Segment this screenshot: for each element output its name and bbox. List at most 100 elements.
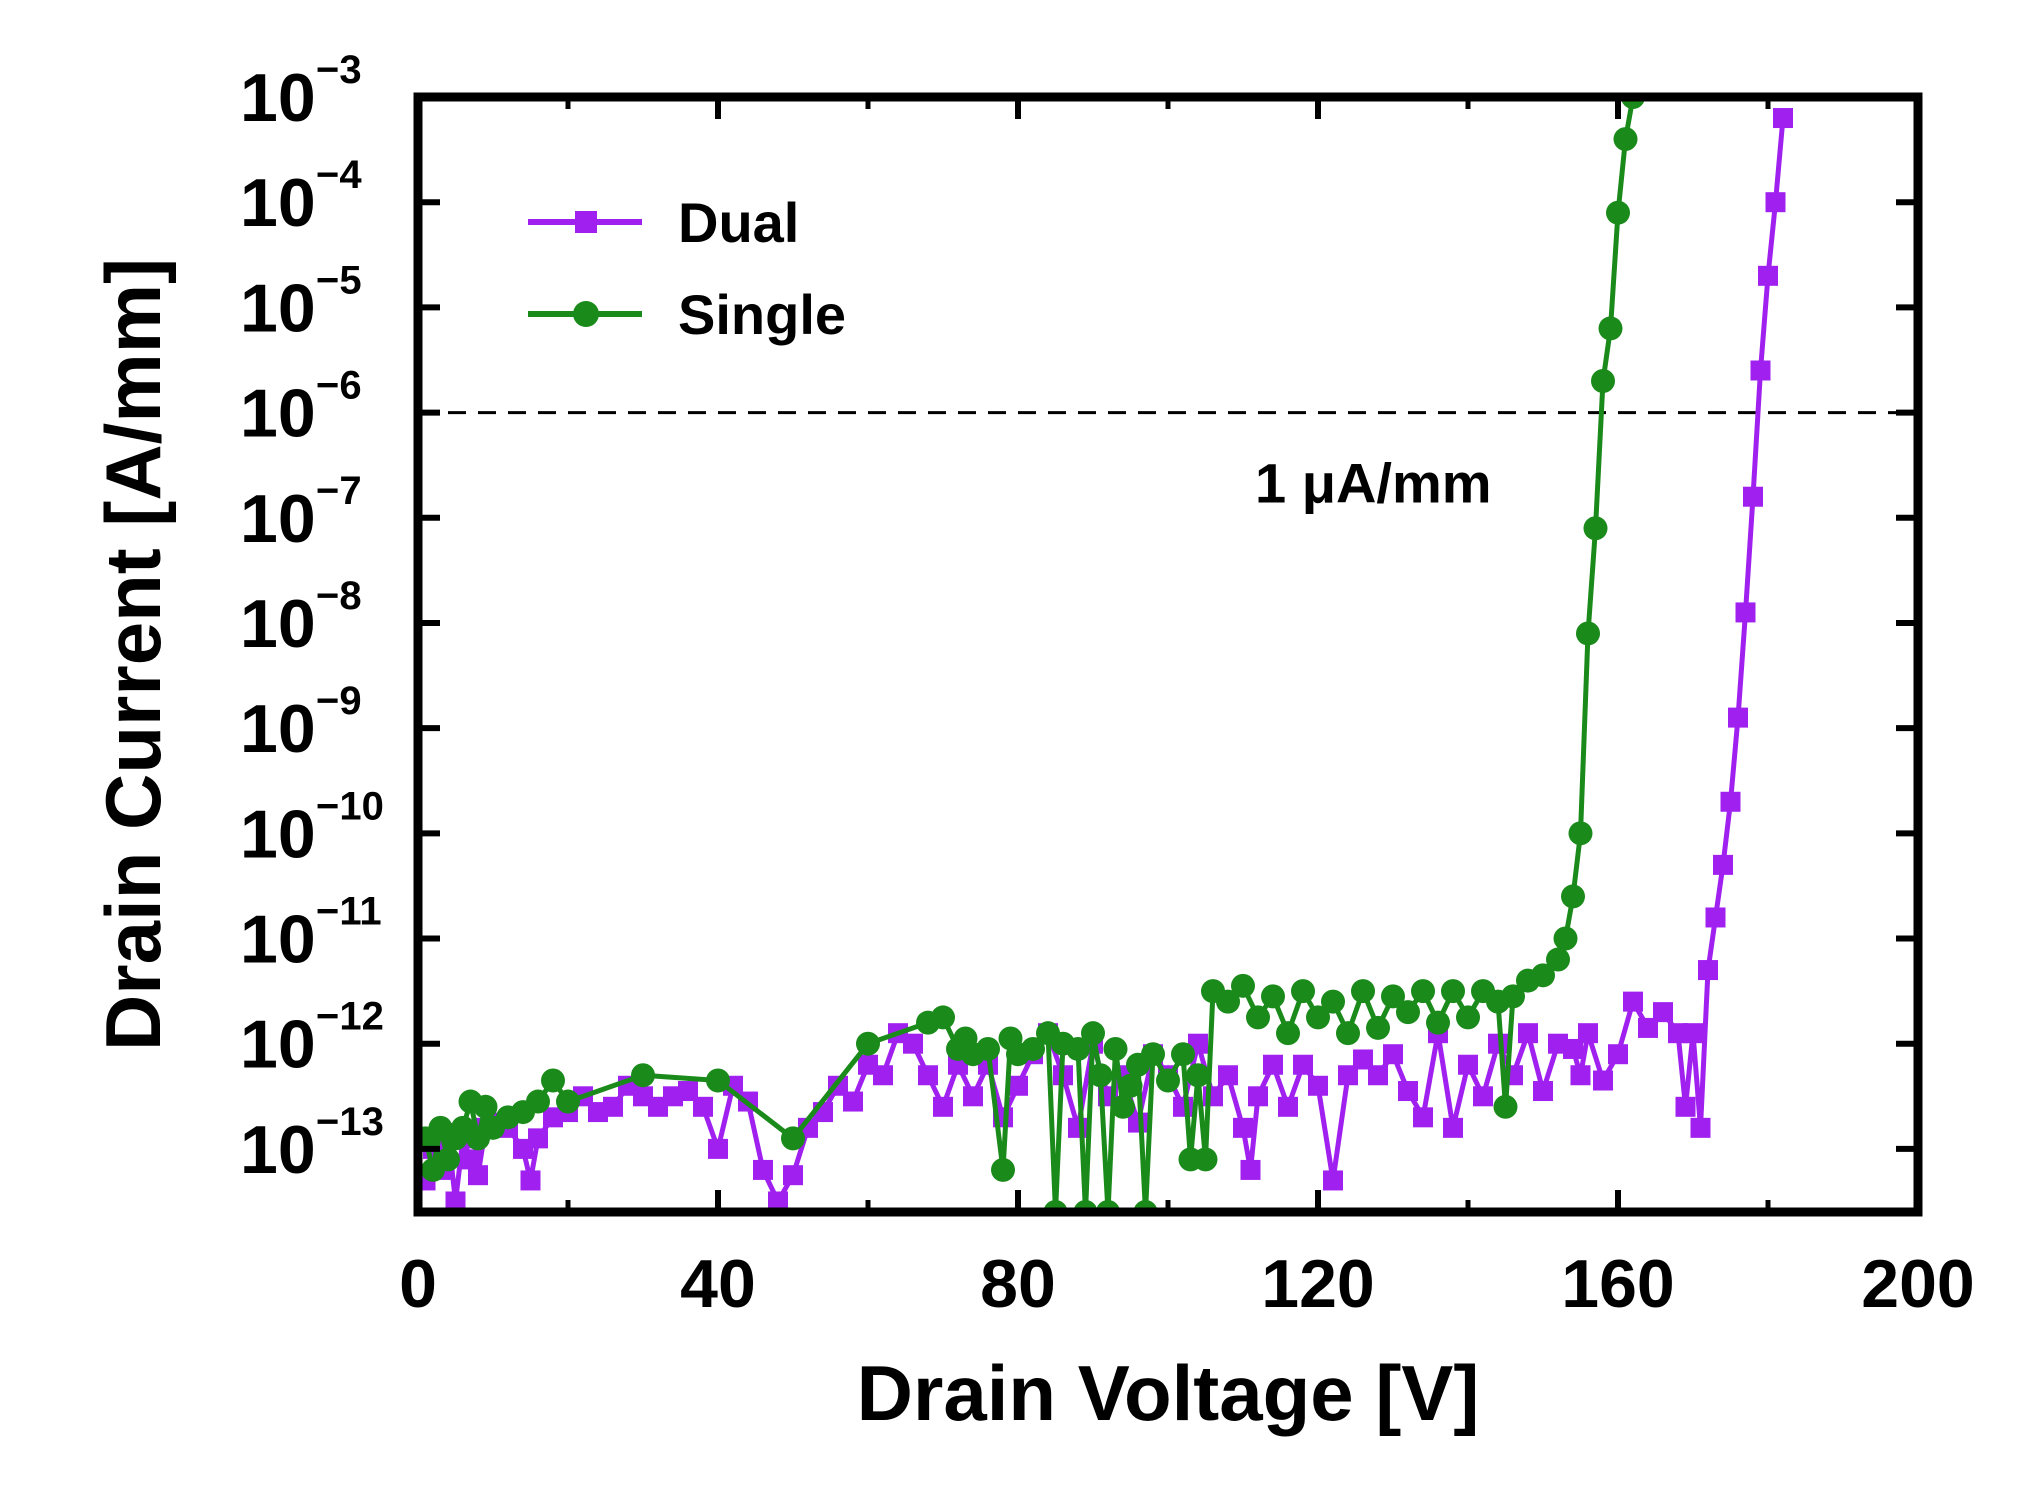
series-single	[418, 97, 1645, 1212]
data-point-dual	[1008, 1075, 1028, 1096]
data-point-dual	[1593, 1070, 1613, 1091]
data-point-single	[1493, 1094, 1518, 1119]
data-point-dual	[873, 1065, 893, 1086]
legend-marker-single	[573, 301, 599, 327]
data-point-single	[1118, 1073, 1143, 1098]
y-tick-label-exponent: −5	[316, 258, 362, 302]
data-point-dual	[1735, 602, 1756, 623]
data-point-dual	[1338, 1065, 1358, 1086]
data-point-dual	[445, 1191, 466, 1212]
data-point-dual	[1473, 1086, 1493, 1107]
data-point-single	[1103, 1036, 1128, 1061]
data-point-dual	[1758, 265, 1778, 286]
data-point-single	[1351, 979, 1375, 1004]
data-point-single	[436, 1147, 460, 1172]
data-point-dual	[1570, 1065, 1591, 1086]
x-tick-label: 80	[980, 1246, 1056, 1322]
legend: Dual Single	[528, 191, 846, 346]
data-point-single	[526, 1089, 550, 1114]
data-point-single	[1501, 984, 1525, 1009]
data-point-dual	[468, 1165, 488, 1186]
y-tick-label-exponent: −12	[316, 995, 384, 1039]
y-axis-title: Drain Current [A/mm]	[89, 258, 177, 1051]
legend-item-single: Single	[528, 283, 846, 346]
data-point-dual	[1563, 1038, 1583, 1059]
y-tick-label-base: 10	[240, 1112, 316, 1188]
data-point-single	[856, 1031, 880, 1056]
data-point-single	[931, 1005, 955, 1030]
y-tick-label-base: 10	[240, 376, 316, 452]
y-tick-label-exponent: −3	[316, 48, 362, 92]
data-point-single	[781, 1126, 805, 1151]
data-point-single	[1613, 127, 1638, 152]
data-point-dual	[1068, 1117, 1088, 1138]
data-point-single	[1411, 979, 1435, 1004]
y-tick-label-base: 10	[240, 796, 316, 872]
data-point-dual	[1458, 1054, 1478, 1075]
data-point-dual	[693, 1096, 713, 1117]
y-tick-label-base: 10	[240, 481, 316, 557]
data-point-single	[1246, 1005, 1270, 1030]
data-point-dual	[1698, 960, 1718, 981]
data-point-single	[1591, 369, 1615, 394]
legend-label-dual: Dual	[678, 191, 799, 254]
data-point-single	[1606, 200, 1630, 225]
x-tick-label: 40	[680, 1246, 756, 1322]
data-point-single	[1598, 316, 1623, 341]
data-point-dual	[1240, 1159, 1261, 1180]
data-point-dual	[1773, 108, 1793, 129]
data-point-single	[1193, 1147, 1218, 1172]
data-point-dual	[1623, 991, 1643, 1012]
data-point-dual	[1765, 192, 1786, 213]
data-point-dual	[1308, 1075, 1328, 1096]
data-point-single	[1186, 1063, 1210, 1088]
y-tick-label-exponent: −4	[316, 153, 362, 197]
reference-line-label: 1 μA/mm	[1255, 452, 1492, 515]
data-point-dual	[1173, 1096, 1193, 1117]
data-point-single	[1366, 1015, 1390, 1040]
data-point-single	[1546, 947, 1570, 972]
data-point-dual	[1248, 1086, 1268, 1107]
x-axis-title: Drain Voltage [V]	[857, 1349, 1480, 1437]
data-point-dual	[1293, 1054, 1313, 1075]
data-point-dual	[1353, 1049, 1373, 1070]
data-point-single	[1531, 963, 1555, 988]
data-point-single	[1553, 926, 1578, 951]
data-point-single	[1021, 1036, 1045, 1061]
data-point-dual	[933, 1096, 953, 1117]
data-point-dual	[1653, 1002, 1673, 1023]
data-point-dual	[678, 1081, 698, 1102]
data-point-dual	[1233, 1117, 1253, 1138]
data-point-single	[1426, 1010, 1450, 1035]
data-point-single	[1088, 1063, 1113, 1088]
data-point-single	[1231, 973, 1255, 998]
y-tick-label-exponent: −6	[316, 364, 362, 408]
data-point-single	[1141, 1042, 1165, 1067]
data-point-single	[1568, 821, 1593, 846]
labels-layer: 0 40 80 120 160 20010−310−410−510−610−710−810…	[89, 48, 1975, 1437]
data-point-dual	[1608, 1044, 1628, 1065]
data-point-single	[1111, 1094, 1135, 1119]
data-point-dual	[1720, 791, 1741, 812]
y-tick-label-exponent: −11	[316, 890, 382, 934]
data-point-dual	[918, 1065, 938, 1086]
data-point-single	[1306, 1005, 1330, 1030]
legend-marker-dual	[575, 211, 597, 233]
x-tick-label: 200	[1861, 1246, 1974, 1322]
data-point-dual	[460, 1149, 481, 1170]
data-point-single	[706, 1068, 730, 1093]
data-point-dual	[1263, 1054, 1283, 1075]
data-point-single	[473, 1094, 498, 1119]
data-point-dual	[1533, 1081, 1553, 1102]
data-point-single	[1171, 1042, 1195, 1067]
ticks-layer	[415, 94, 1921, 1212]
data-point-single	[1336, 1021, 1360, 1046]
data-point-single	[1066, 1036, 1090, 1061]
y-tick-label-exponent: −10	[316, 784, 384, 828]
data-point-single	[1261, 984, 1285, 1009]
data-point-dual	[753, 1159, 773, 1180]
data-point-single	[631, 1063, 655, 1088]
data-point-dual	[603, 1096, 623, 1117]
